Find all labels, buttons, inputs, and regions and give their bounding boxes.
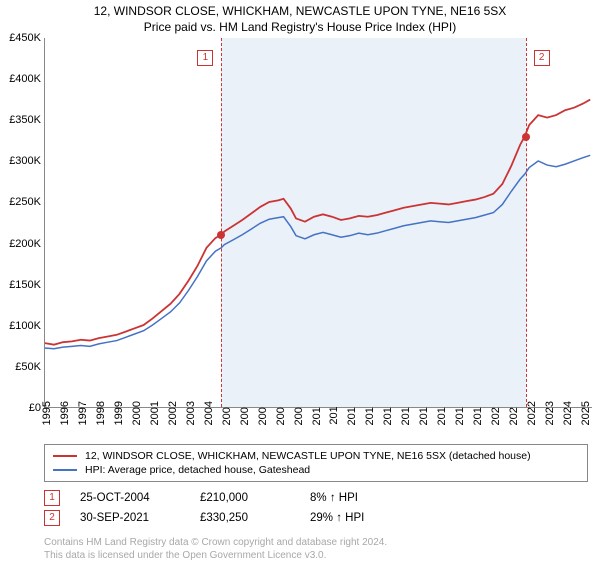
legend-swatch-hpi [53,469,77,471]
y-axis-tick: £400K [1,73,41,85]
chart-title: 12, WINDSOR CLOSE, WHICKHAM, NEWCASTLE U… [0,0,600,18]
event-number-box: 2 [44,510,60,526]
y-axis-tick: £450K [1,32,41,44]
legend-row: HPI: Average price, detached house, Gate… [53,463,579,477]
y-axis-tick: £350K [1,114,41,126]
event-number-box: 1 [44,490,60,506]
event-row: 230-SEP-2021£330,25029% ↑ HPI [44,508,588,528]
series-property [45,100,590,345]
y-axis-tick: £200K [1,238,41,250]
series-hpi [45,155,590,348]
legend: 12, WINDSOR CLOSE, WHICKHAM, NEWCASTLE U… [44,444,588,482]
chart-plot-area: £0£50K£100K£150K£200K£250K£300K£350K£400… [44,38,592,408]
event-row: 125-OCT-2004£210,0008% ↑ HPI [44,488,588,508]
y-axis-tick: £0 [1,402,41,414]
y-axis-tick: £150K [1,279,41,291]
event-price: £210,000 [200,492,310,504]
legend-label-property: 12, WINDSOR CLOSE, WHICKHAM, NEWCASTLE U… [85,450,531,462]
events-table: 125-OCT-2004£210,0008% ↑ HPI230-SEP-2021… [44,488,588,528]
legend-label-hpi: HPI: Average price, detached house, Gate… [85,464,310,476]
footer-line: Contains HM Land Registry data © Crown c… [44,536,588,549]
y-axis-tick: £100K [1,320,41,332]
y-axis-tick: £250K [1,196,41,208]
event-change: 8% ↑ HPI [310,492,400,504]
y-axis-tick: £50K [1,361,41,373]
footer-line: This data is licensed under the Open Gov… [44,549,588,562]
event-change: 29% ↑ HPI [310,512,400,524]
event-price: £330,250 [200,512,310,524]
chart-lines [45,38,592,407]
legend-swatch-property [53,455,77,457]
footer-attribution: Contains HM Land Registry data © Crown c… [44,536,588,562]
arrow-up-icon: ↑ [336,512,342,524]
event-date: 25-OCT-2004 [60,492,200,504]
event-date: 30-SEP-2021 [60,512,200,524]
arrow-up-icon: ↑ [330,492,336,504]
y-axis-tick: £300K [1,155,41,167]
legend-row: 12, WINDSOR CLOSE, WHICKHAM, NEWCASTLE U… [53,449,579,463]
chart-subtitle: Price paid vs. HM Land Registry's House … [0,18,600,38]
